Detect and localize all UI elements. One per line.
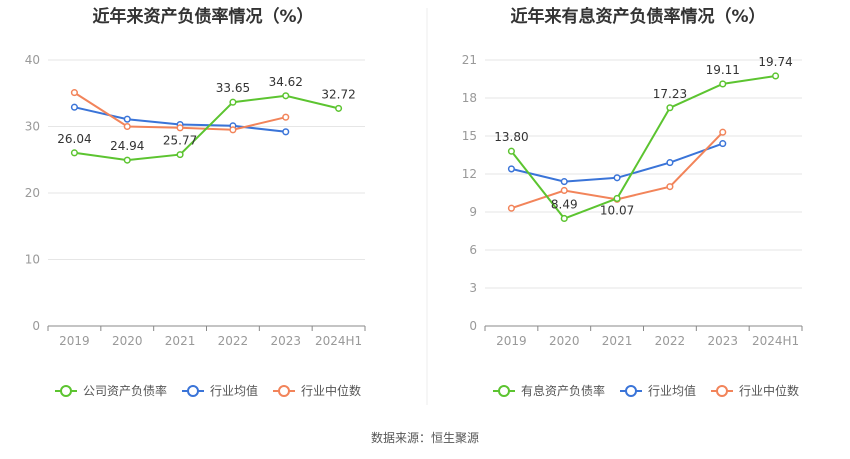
y-tick-label: 6 xyxy=(469,243,477,257)
x-tick-label: 2023 xyxy=(270,334,301,348)
x-tick-label: 2022 xyxy=(655,334,686,348)
data-label: 13.80 xyxy=(494,130,528,144)
legend-marker xyxy=(187,385,199,397)
legend-label: 行业均值 xyxy=(210,383,258,398)
data-label: 19.11 xyxy=(706,63,740,77)
legend-marker xyxy=(60,385,72,397)
data-point xyxy=(70,149,78,157)
y-tick-label: 10 xyxy=(25,253,40,267)
legend-marker xyxy=(498,385,510,397)
data-point xyxy=(70,89,78,97)
legend-label: 有息资产负债率 xyxy=(521,383,605,398)
chart-panel-interest-debt-ratio: 近年来有息资产负债率情况（%） 0 3 6 9 12 15 18 21 2019 2020 2021 2… xyxy=(462,6,803,398)
data-point xyxy=(719,140,727,148)
x-tick-label: 2020 xyxy=(112,334,143,348)
data-point xyxy=(229,98,237,106)
data-point xyxy=(123,156,131,164)
data-point xyxy=(719,80,727,88)
source-note: 数据来源：恒生聚源 xyxy=(371,430,479,445)
series-line xyxy=(510,75,776,220)
data-point xyxy=(560,178,568,186)
y-tick-label: 20 xyxy=(25,186,40,200)
data-point xyxy=(772,72,780,80)
data-point xyxy=(666,104,674,112)
y-tick-label: 30 xyxy=(25,120,40,134)
data-point xyxy=(507,147,515,155)
data-point xyxy=(176,124,184,132)
y-tick-label: 0 xyxy=(32,319,40,333)
legend-marker xyxy=(625,385,637,397)
data-label: 34.62 xyxy=(269,75,303,89)
data-label: 26.04 xyxy=(57,132,91,146)
y-tick-label: 15 xyxy=(462,129,477,143)
y-tick-label: 18 xyxy=(462,91,477,105)
x-tick-label: 2023 xyxy=(707,334,738,348)
data-point xyxy=(666,183,674,191)
y-tick-label: 12 xyxy=(462,167,477,181)
data-label: 8.49 xyxy=(551,197,578,211)
data-point xyxy=(282,92,290,100)
data-point xyxy=(613,174,621,182)
data-point xyxy=(560,214,568,223)
data-point xyxy=(123,115,131,123)
legend-label: 行业中位数 xyxy=(739,383,799,398)
data-point xyxy=(613,194,621,202)
y-tick-label: 40 xyxy=(25,53,40,67)
legend-label: 公司资产负债率 xyxy=(83,383,167,398)
legend-label: 行业均值 xyxy=(648,383,696,398)
x-tick-label: 2020 xyxy=(549,334,580,348)
y-tick-label: 0 xyxy=(469,319,477,333)
series-line xyxy=(74,94,339,162)
chart-title: 近年来有息资产负债率情况（%） xyxy=(510,6,765,27)
data-point xyxy=(560,186,568,195)
data-point xyxy=(507,204,515,212)
data-point xyxy=(719,128,727,136)
y-tick-label: 3 xyxy=(469,281,477,295)
x-tick-label: 2022 xyxy=(218,334,249,348)
x-tick-label: 2021 xyxy=(602,334,633,348)
data-label: 10.07 xyxy=(600,203,634,217)
x-tick-label: 2019 xyxy=(496,334,527,348)
y-tick-label: 9 xyxy=(469,205,477,219)
x-tick-label: 2021 xyxy=(165,334,196,348)
data-label: 17.23 xyxy=(653,87,687,101)
y-tick-label: 21 xyxy=(462,53,477,67)
data-point xyxy=(507,165,515,173)
chart-panel-debt-ratio: 近年来资产负债率情况（%） 0 10 20 30 40 2019 2020 2021 2022 20… xyxy=(25,6,366,398)
data-point xyxy=(282,128,290,136)
data-point xyxy=(282,113,290,121)
data-point xyxy=(70,103,78,111)
data-label: 33.65 xyxy=(216,81,250,95)
data-label: 32.72 xyxy=(321,87,355,101)
x-tick-label: 2024H1 xyxy=(315,334,362,348)
legend-label: 行业中位数 xyxy=(301,383,361,398)
legend-marker xyxy=(278,385,290,397)
data-label: 24.94 xyxy=(110,139,144,153)
data-point xyxy=(666,159,674,167)
x-tick-label: 2019 xyxy=(59,334,90,348)
chart-title: 近年来资产负债率情况（%） xyxy=(92,6,313,27)
data-label: 19.74 xyxy=(758,55,792,69)
data-label: 25.77 xyxy=(163,134,197,148)
x-tick-label: 2024H1 xyxy=(752,334,799,348)
data-point xyxy=(176,151,184,159)
data-point xyxy=(335,104,343,112)
data-point xyxy=(123,122,131,131)
data-point xyxy=(229,126,237,134)
legend-marker xyxy=(716,385,728,397)
